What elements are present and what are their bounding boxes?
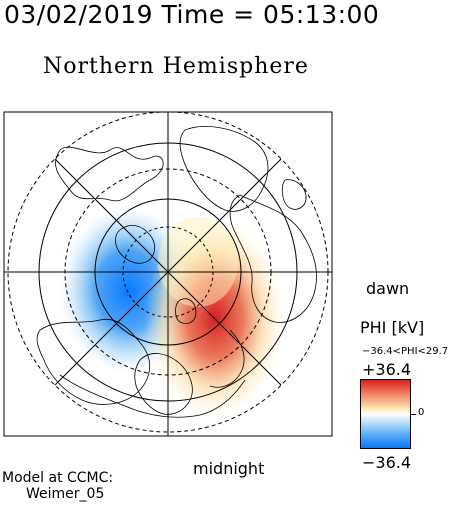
greenland-region xyxy=(55,146,164,202)
potential-pattern xyxy=(56,202,285,418)
canada-coast xyxy=(59,374,246,418)
pole-island xyxy=(175,298,197,324)
hemisphere-title: Northern Hemisphere xyxy=(43,54,309,79)
arctic-islands xyxy=(179,126,269,212)
model-credit-line1: Model at CCMC: xyxy=(2,470,114,486)
colorbar-max-label: +36.4 xyxy=(362,360,412,379)
alaska-coast xyxy=(209,329,245,388)
colorbar-min-label: −36.4 xyxy=(362,453,412,472)
siberia-coast xyxy=(229,194,317,323)
model-credit-line2: Weimer_05 xyxy=(26,486,105,502)
midnight-label: midnight xyxy=(193,459,265,478)
colorbar-zero-tick xyxy=(411,414,416,415)
arctic-island-small xyxy=(115,225,156,264)
coastlines xyxy=(36,126,317,418)
hudson-bay-region xyxy=(134,353,193,415)
timestamp: 03/02/2019 Time = 05:13:00 xyxy=(4,0,380,29)
dawn-label: dawn xyxy=(366,279,410,298)
colorbar-range: −36.4<PHI<29.7 xyxy=(362,346,449,357)
colorbar-title: PHI [kV] xyxy=(360,318,425,337)
colorbar-zero-label: 0 xyxy=(418,407,425,418)
neutral-band xyxy=(158,217,238,307)
north-america-west xyxy=(36,318,151,405)
colorbar xyxy=(360,379,411,449)
scandinavia-hint xyxy=(281,179,307,210)
